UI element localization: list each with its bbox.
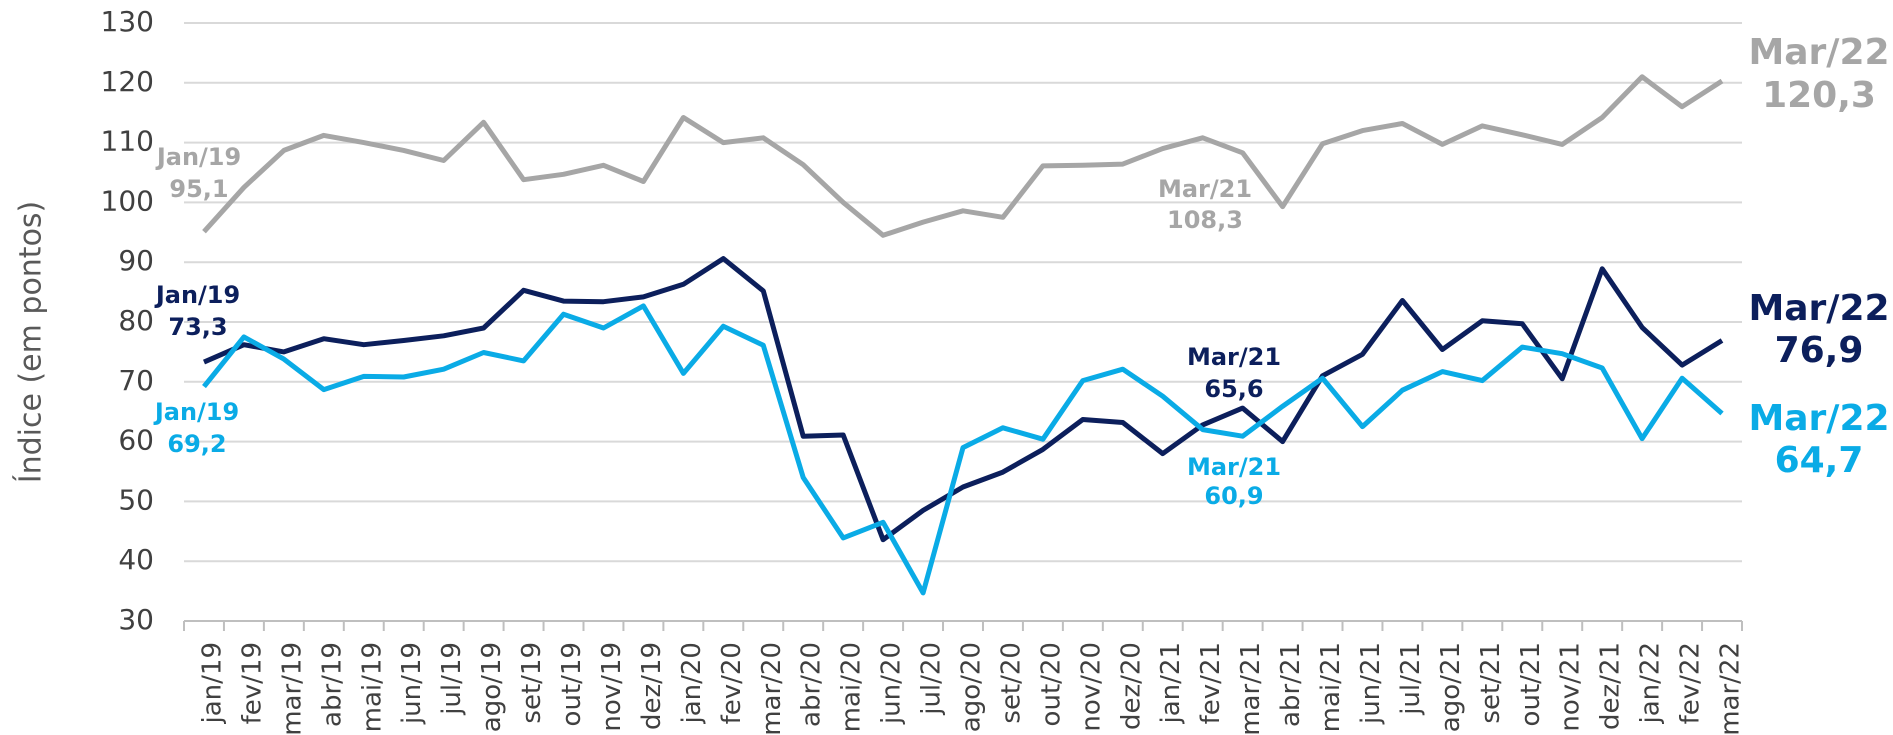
y-tick-label: 120	[101, 65, 154, 98]
x-tick-label: fev/20	[717, 642, 747, 724]
annotation: Jan/19	[155, 143, 241, 171]
y-tick-label: 90	[118, 244, 154, 277]
annotation: 120,3	[1762, 75, 1876, 116]
y-tick-label: 110	[101, 125, 154, 158]
x-tick-label: jun/19	[397, 642, 427, 725]
x-tick-label: jul/19	[437, 642, 467, 716]
y-axis-label: Índice (em pontos)	[13, 201, 49, 484]
x-tick-label: jun/21	[1356, 642, 1386, 725]
x-tick-label: dez/20	[1116, 642, 1146, 730]
y-tick-label: 60	[118, 424, 154, 457]
x-tick-label: abr/21	[1276, 642, 1306, 727]
x-tick-label: nov/20	[1076, 642, 1106, 732]
x-tick-label: mai/21	[1316, 642, 1346, 732]
annotation: 65,6	[1204, 375, 1263, 403]
annotation: 60,9	[1204, 482, 1263, 510]
annotation: 73,3	[168, 313, 227, 341]
x-tick-label: abr/20	[797, 642, 827, 727]
y-tick-label: 50	[118, 483, 154, 516]
x-tick-label: fev/21	[1196, 642, 1226, 724]
annotation: Mar/21	[1158, 175, 1252, 203]
x-tick-label: out/19	[557, 642, 587, 726]
x-tick-label: set/21	[1476, 642, 1506, 724]
x-tick-label: mar/21	[1236, 642, 1266, 735]
annotation: 108,3	[1167, 206, 1243, 234]
series-line	[202, 74, 1724, 238]
y-tick-label: 130	[101, 5, 154, 38]
annotation: Jan/19	[153, 398, 239, 426]
annotation: 69,2	[167, 430, 226, 458]
annotation: Mar/22	[1748, 32, 1889, 73]
x-tick-label: jan/22	[1636, 642, 1666, 724]
annotation: 95,1	[169, 175, 228, 203]
y-tick-label: 30	[118, 603, 154, 636]
x-tick-label: jan/21	[1156, 642, 1186, 724]
x-tick-label: set/20	[996, 642, 1026, 724]
x-tick-label: ago/21	[1436, 642, 1466, 732]
x-tick-label: fev/19	[237, 642, 267, 724]
x-tick-label: mar/19	[277, 642, 307, 735]
annotation: 64,7	[1775, 440, 1864, 481]
x-tick-label: ago/19	[477, 642, 507, 732]
x-tick-label: out/21	[1516, 642, 1546, 726]
x-tick-label: mai/20	[837, 642, 867, 732]
x-tick-label: nov/19	[597, 642, 627, 732]
x-tick-label: jul/21	[1396, 642, 1426, 716]
series-line	[202, 303, 1724, 596]
annotation: Mar/21	[1187, 453, 1281, 481]
annotation: Jan/19	[154, 281, 240, 309]
x-tick-label: set/19	[517, 642, 547, 724]
x-tick-label: mar/20	[757, 642, 787, 735]
x-tick-label: out/20	[1036, 642, 1066, 726]
x-tick-label: ago/20	[957, 642, 987, 732]
x-tick-label: jan/20	[677, 642, 707, 724]
annotation: Mar/22	[1748, 398, 1889, 439]
series-line	[203, 256, 1724, 543]
y-tick-label: 100	[101, 184, 154, 217]
x-tick-label: dez/21	[1596, 642, 1626, 730]
annotation: 76,9	[1775, 330, 1864, 371]
annotation: Mar/21	[1187, 343, 1281, 371]
x-tick-label: nov/21	[1556, 642, 1586, 732]
x-tick-label: mar/22	[1716, 642, 1746, 735]
x-tick-label: dez/19	[637, 642, 667, 730]
x-tick-label: jan/19	[197, 642, 227, 724]
annotation: Mar/22	[1748, 288, 1889, 329]
y-tick-label: 70	[118, 364, 154, 397]
x-tick-label: jun/20	[877, 642, 907, 725]
x-tick-label: jul/20	[917, 642, 947, 716]
y-tick-label: 80	[118, 304, 154, 337]
x-tick-label: mai/19	[357, 642, 387, 732]
x-tick-label: fev/22	[1676, 642, 1706, 724]
y-tick-label: 40	[118, 543, 154, 576]
x-tick-label: abr/19	[317, 642, 347, 727]
